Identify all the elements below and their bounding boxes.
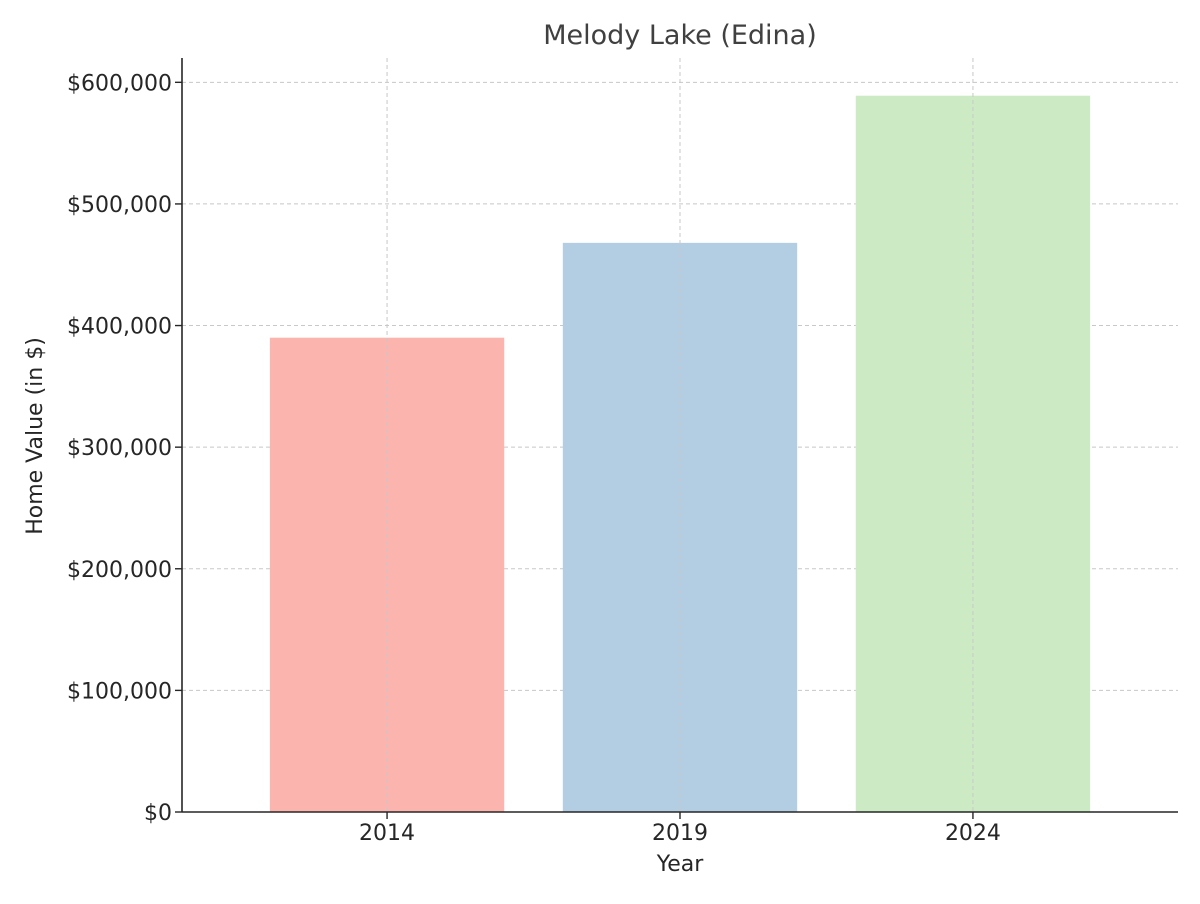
chart-title: Melody Lake (Edina) xyxy=(543,20,817,51)
x-tick-label: 2019 xyxy=(652,821,708,846)
x-tick-label: 2014 xyxy=(359,821,415,846)
ticks-layer: $0 $100,000 $200,000 $300,000 $400,000 $500,0… xyxy=(67,71,1001,846)
y-tick-label: $400,000 xyxy=(67,315,172,340)
x-tick-label: 2024 xyxy=(945,821,1001,846)
y-tick-label: $600,000 xyxy=(67,71,172,96)
bars-layer xyxy=(269,95,1091,812)
y-tick-label: $0 xyxy=(144,801,172,826)
y-tick-label: $300,000 xyxy=(67,436,172,461)
y-tick-label: $100,000 xyxy=(67,679,172,704)
x-axis-label: Year xyxy=(656,852,705,877)
y-tick-label: $500,000 xyxy=(67,193,172,218)
y-axis-label: Home Value (in $) xyxy=(23,337,48,535)
y-tick-label: $200,000 xyxy=(67,558,172,583)
